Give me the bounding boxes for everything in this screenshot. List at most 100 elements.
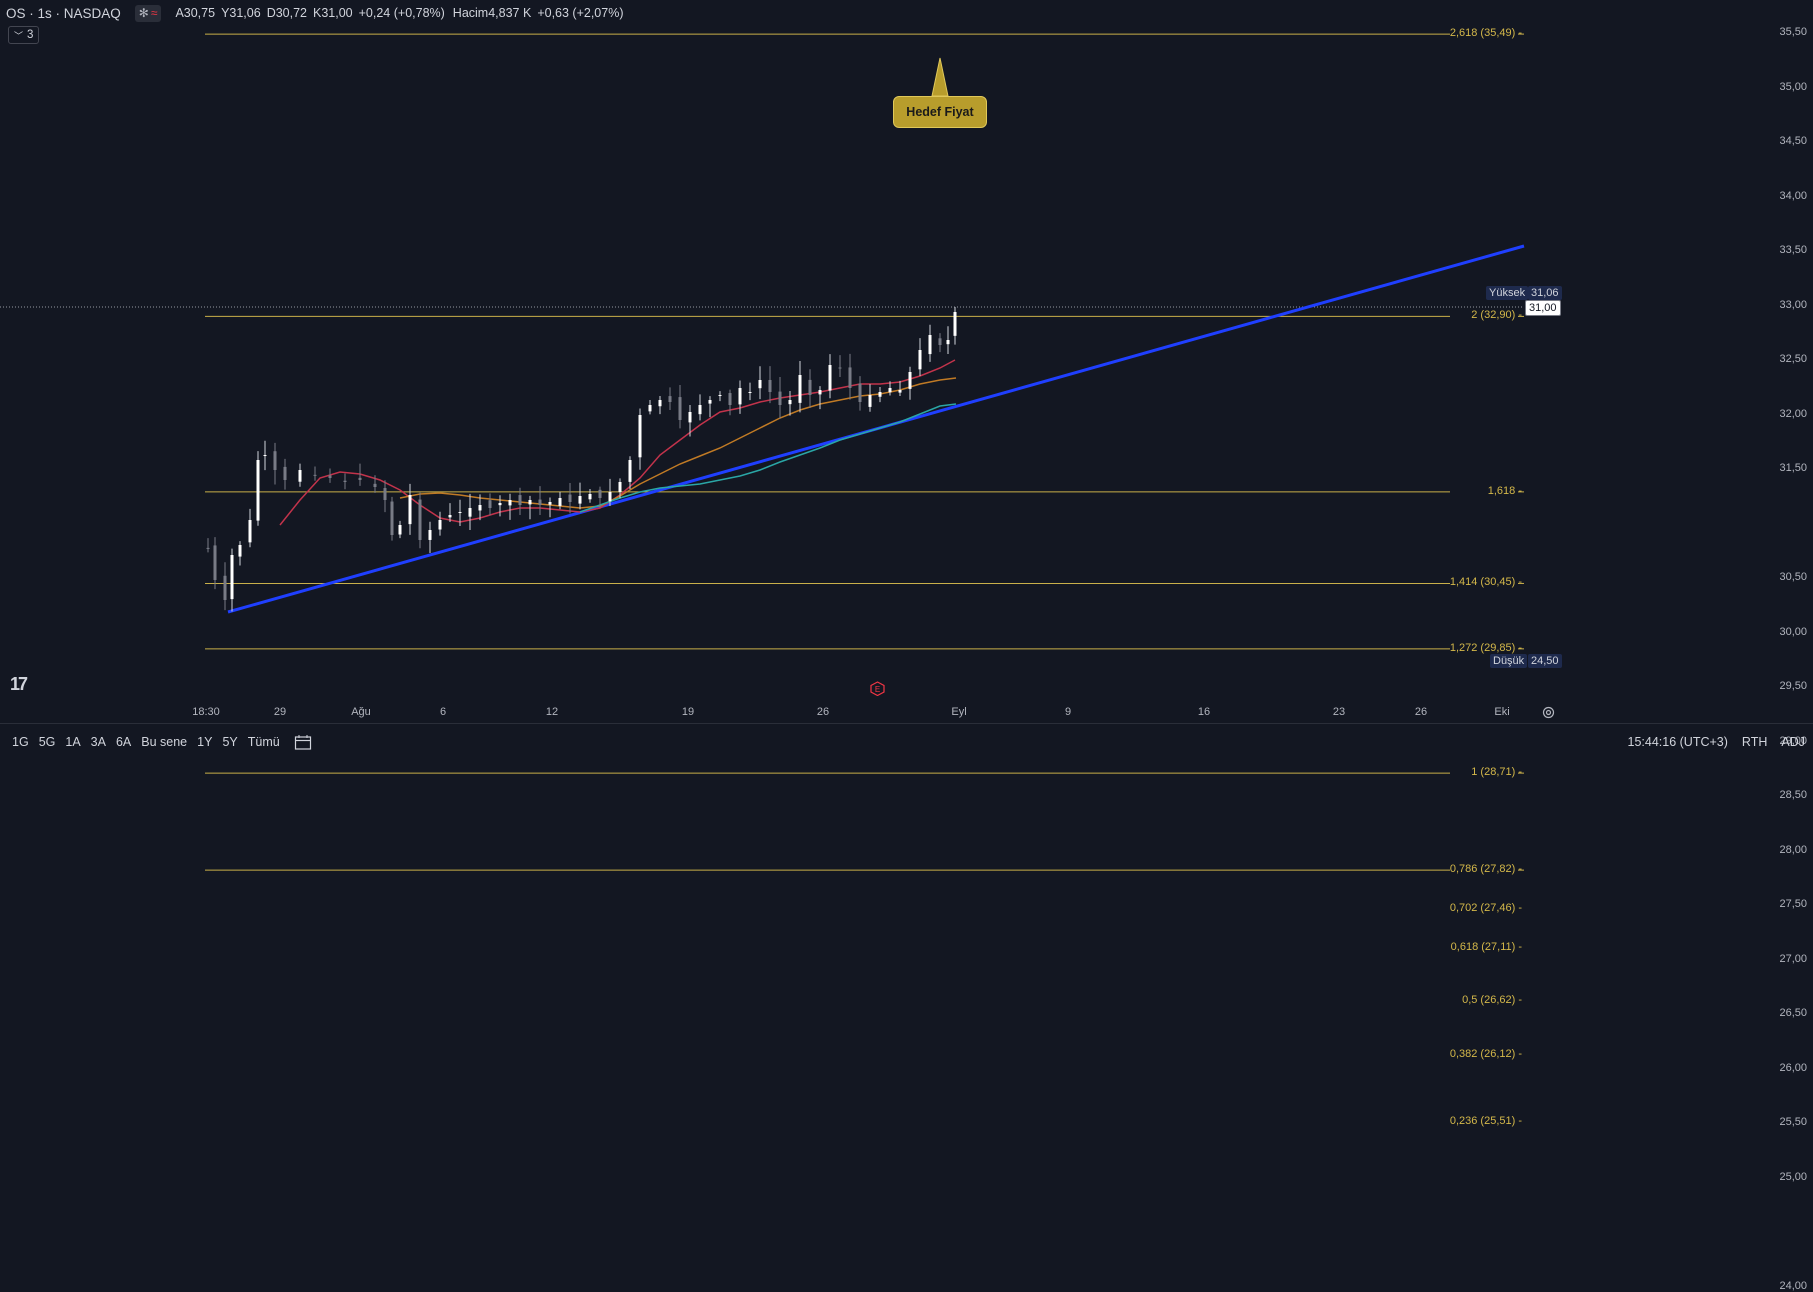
svg-text:E: E xyxy=(875,685,880,694)
range-5y[interactable]: 5Y xyxy=(222,735,238,749)
range-6m[interactable]: 6A xyxy=(115,735,132,749)
wave-icon: ≈ xyxy=(150,6,158,20)
price-axis-label: 28,00 xyxy=(1779,843,1807,856)
price-axis-label: 25,50 xyxy=(1779,1116,1807,1128)
candle-body xyxy=(230,555,234,600)
moving-average-teal xyxy=(579,403,957,513)
volume-value: 4,837 K xyxy=(488,6,532,20)
price-axis-label: 30,00 xyxy=(1779,625,1807,638)
candle-body xyxy=(478,505,482,511)
candle-body xyxy=(798,375,802,403)
price-axis-label: 27,00 xyxy=(1779,952,1807,965)
candle-body xyxy=(818,390,822,395)
candle-body xyxy=(718,395,722,396)
candle-body xyxy=(738,388,742,405)
low-tag-label: Düşük xyxy=(1490,654,1528,668)
candle-body xyxy=(946,340,950,345)
price-axis-label: 29,50 xyxy=(1779,680,1807,692)
fib-level-label: 1 (28,71) - xyxy=(1471,766,1522,779)
candle-body xyxy=(408,495,412,525)
candle-body xyxy=(508,500,512,506)
price-axis-label: 24,00 xyxy=(1779,1279,1807,1292)
earnings-icon[interactable]: E xyxy=(870,681,885,697)
low-label: D xyxy=(266,6,276,20)
range-1y[interactable]: 1Y xyxy=(197,735,213,749)
open-label: A xyxy=(175,6,184,20)
indicators-collapse-button[interactable]: ﹀ 3 xyxy=(8,26,40,44)
fib-level-label: 0,618 (27,11) - xyxy=(1450,940,1522,953)
price-axis-label: 25,00 xyxy=(1779,1170,1807,1183)
candle-body xyxy=(608,492,612,502)
high-value: 31,06 xyxy=(229,6,261,20)
candle-body xyxy=(638,415,642,458)
time-axis-label: 19 xyxy=(681,706,695,718)
range-ytd[interactable]: Bu sene xyxy=(141,735,188,749)
fib-level-label: 0,5 (26,62) - xyxy=(1462,993,1522,1006)
price-axis-label: 26,00 xyxy=(1779,1061,1807,1074)
candle-body xyxy=(568,494,572,502)
candle-body xyxy=(383,488,387,500)
bottom-toolbar: 1G 5G 1A 3A 6A Bu sene 1Y 5Y Tümü 15:44:… xyxy=(0,728,1813,756)
range-1d[interactable]: 1G xyxy=(12,735,29,749)
candle-body xyxy=(488,500,492,508)
time-axis-label: 16 xyxy=(1197,706,1211,718)
time-axis-label: 18:30 xyxy=(192,706,220,718)
time-axis-label: Eki xyxy=(1494,706,1510,718)
moving-average-red xyxy=(279,359,956,526)
close-label: K xyxy=(313,6,322,20)
candle-body xyxy=(313,474,317,476)
candle-body xyxy=(428,530,432,540)
candle-body xyxy=(528,500,532,505)
candle-body xyxy=(558,498,562,506)
range-all[interactable]: Tümü xyxy=(247,735,280,749)
price-axis-label: 32,00 xyxy=(1779,407,1807,420)
candle-body xyxy=(448,515,452,518)
date-range-calendar-icon[interactable] xyxy=(294,734,312,750)
candle-body xyxy=(828,365,832,391)
candle-body xyxy=(918,350,922,370)
fib-level-label: 1,414 (30,45) - xyxy=(1449,576,1522,589)
chevron-down-icon: ﹀ xyxy=(14,30,24,41)
candle-body xyxy=(588,494,592,500)
price-axis-label: 29,00 xyxy=(1779,734,1807,747)
range-1m[interactable]: 1A xyxy=(65,735,81,749)
candle-body xyxy=(768,379,772,392)
range-5d[interactable]: 5G xyxy=(38,735,56,749)
time-axis-label: 26 xyxy=(1414,706,1428,718)
candle-body xyxy=(256,460,260,521)
candle-body xyxy=(928,335,932,355)
candle-body xyxy=(838,367,842,369)
fib-level-label: 1,618 - xyxy=(1487,484,1522,497)
candle-body xyxy=(658,400,662,407)
price-axis-label: 33,50 xyxy=(1779,244,1807,256)
candle-body xyxy=(698,405,702,415)
range-3m[interactable]: 3A xyxy=(90,735,106,749)
symbol-title[interactable]: OS · 1s · NASDAQ xyxy=(6,5,121,21)
tradingview-logo[interactable]: 17 xyxy=(10,674,28,694)
fib-level-label: 0,236 (25,51) - xyxy=(1449,1114,1522,1127)
rth-toggle[interactable]: RTH xyxy=(1741,735,1768,749)
candle-body xyxy=(728,393,732,405)
axis-settings-icon[interactable] xyxy=(1542,706,1555,719)
candle-body xyxy=(788,400,792,405)
price-chart[interactable] xyxy=(0,0,1813,878)
low-tag-value: 24,50 xyxy=(1528,654,1562,668)
indicator-badges[interactable]: ✻ ≈ xyxy=(134,4,162,22)
candle-body xyxy=(628,460,632,482)
moving-average-orange xyxy=(399,377,957,509)
candle-body xyxy=(708,400,712,404)
candle-body xyxy=(648,405,652,412)
adj-toggle[interactable]: ADJ xyxy=(1781,735,1805,749)
price-axis-label: 30,50 xyxy=(1779,571,1807,583)
candle-body xyxy=(263,455,267,456)
candle-body xyxy=(858,383,862,402)
candle-body xyxy=(398,525,402,535)
target-price-callout[interactable]: Hedef Fiyat xyxy=(893,96,987,128)
price-axis-label: 31,50 xyxy=(1779,462,1807,474)
candle-body xyxy=(373,483,377,487)
time-axis-label: 26 xyxy=(816,706,830,718)
candle-body xyxy=(206,547,210,549)
price-axis-label: 32,50 xyxy=(1779,353,1807,365)
clock-timezone[interactable]: 15:44:16 (UTC+3) xyxy=(1627,735,1728,749)
time-axis-label: 6 xyxy=(439,706,447,718)
